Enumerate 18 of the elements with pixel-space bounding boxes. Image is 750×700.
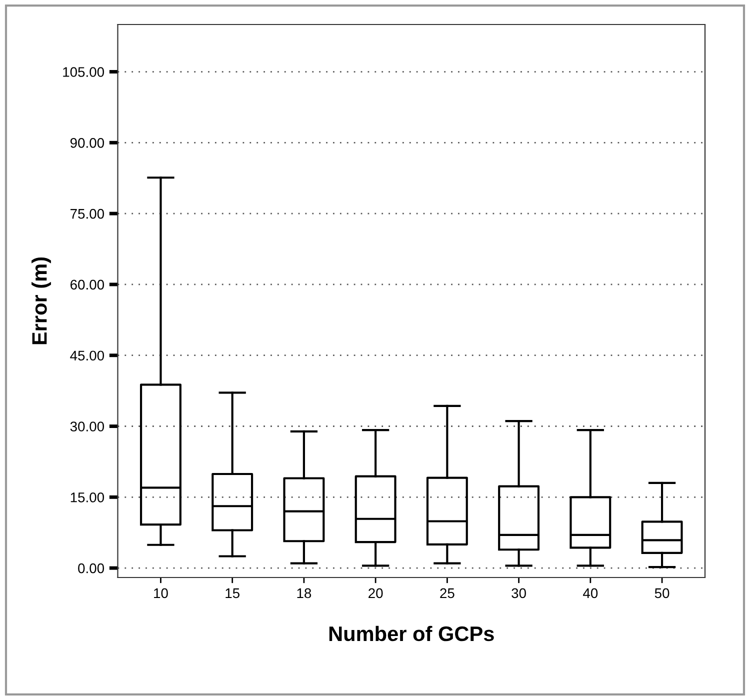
x-tick-label: 20 <box>368 588 383 598</box>
y-axis-title: Error (m) <box>32 257 51 344</box>
y-tick-label: 105.00 <box>63 67 104 77</box>
x-axis-title: Number of GCPs <box>329 626 494 642</box>
y-tick-label: 90.00 <box>70 138 104 148</box>
y-tick-label: 0.00 <box>78 563 104 574</box>
x-tick-label: 50 <box>654 588 670 598</box>
y-tick-label: 30.00 <box>70 422 104 432</box>
x-tick-label: 40 <box>583 588 598 598</box>
x-tick-label: 18 <box>297 588 312 598</box>
x-tick-label: 30 <box>512 588 526 598</box>
y-tick-label: 15.00 <box>70 492 104 502</box>
y-tick-label: 75.00 <box>70 208 104 219</box>
y-tick-label: 45.00 <box>70 350 104 361</box>
x-tick-label: 25 <box>440 588 454 598</box>
x-tick-label: 15 <box>226 588 240 598</box>
y-tick-label: 60.00 <box>70 280 104 290</box>
x-tick-label: 10 <box>154 588 168 598</box>
